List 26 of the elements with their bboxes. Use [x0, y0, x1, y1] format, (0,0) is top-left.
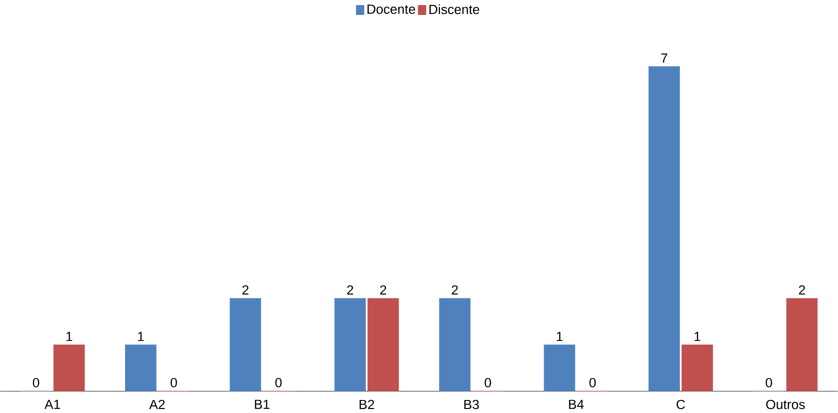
- data-label: 1: [138, 332, 144, 342]
- x-tick-label: B3: [464, 400, 479, 410]
- data-label: 0: [275, 378, 282, 388]
- x-tick-label: A1: [44, 400, 60, 409]
- x-tick-label: B4: [569, 400, 584, 409]
- data-label: 1: [556, 332, 563, 342]
- data-label: 2: [347, 285, 354, 295]
- legend-label: Discente: [429, 4, 480, 14]
- data-label: 2: [452, 285, 458, 295]
- data-label: 1: [66, 332, 72, 342]
- data-label: 2: [242, 285, 248, 295]
- x-tick-label: Outros: [766, 400, 805, 410]
- data-label: 0: [589, 378, 596, 388]
- x-tick-label: A2: [149, 400, 165, 410]
- x-tick-label: B2: [360, 400, 374, 410]
- data-label: 0: [484, 378, 492, 388]
- data-label: 0: [32, 378, 40, 388]
- data-label: 0: [170, 378, 177, 388]
- x-tick-label: C: [676, 400, 686, 410]
- data-label: 7: [661, 54, 668, 63]
- data-label: 0: [766, 378, 772, 388]
- data-label: 2: [380, 285, 386, 295]
- data-label: 1: [694, 332, 700, 342]
- x-tick-label: B1: [254, 400, 270, 409]
- legend-label: Docente: [368, 4, 416, 14]
- data-label: 2: [798, 285, 805, 295]
